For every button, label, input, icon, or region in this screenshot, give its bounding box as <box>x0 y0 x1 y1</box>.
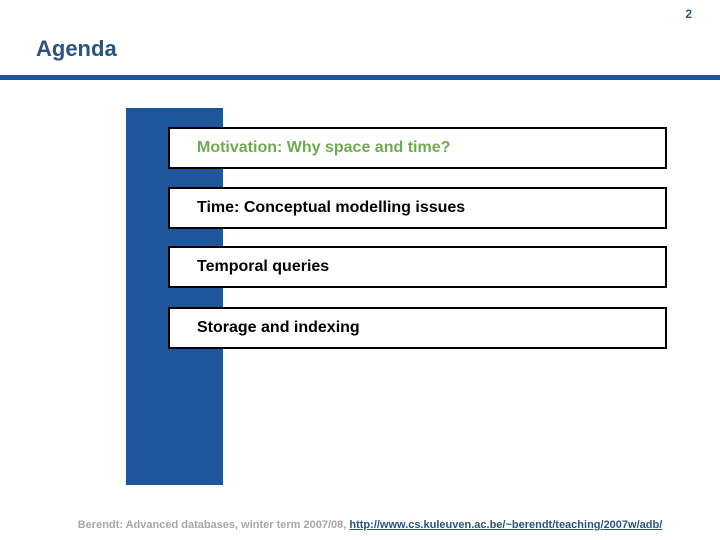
agenda-item-storage-indexing: Storage and indexing <box>168 307 667 349</box>
agenda-item-motivation: Motivation: Why space and time? <box>168 127 667 169</box>
page-title: Agenda <box>36 36 117 61</box>
slide-number: 2 <box>685 7 692 21</box>
agenda-item-label: Time: Conceptual modelling issues <box>197 199 466 216</box>
agenda-item-temporal-queries: Temporal queries <box>168 246 667 288</box>
accent-bar <box>126 108 223 485</box>
agenda-item-time-modelling: Time: Conceptual modelling issues <box>168 187 667 229</box>
footer-credit-text: Berendt: Advanced databases, winter term… <box>77 519 350 531</box>
agenda-item-label: Storage and indexing <box>197 319 360 336</box>
footer: Berendt: Advanced databases, winter term… <box>20 519 720 531</box>
title-divider <box>0 75 720 80</box>
agenda-item-label: Motivation: Why space and time? <box>197 139 451 156</box>
agenda-item-label: Temporal queries <box>197 258 330 275</box>
footer-course-link[interactable]: http://www.cs.kuleuven.ac.be/~berendt/te… <box>349 519 663 531</box>
